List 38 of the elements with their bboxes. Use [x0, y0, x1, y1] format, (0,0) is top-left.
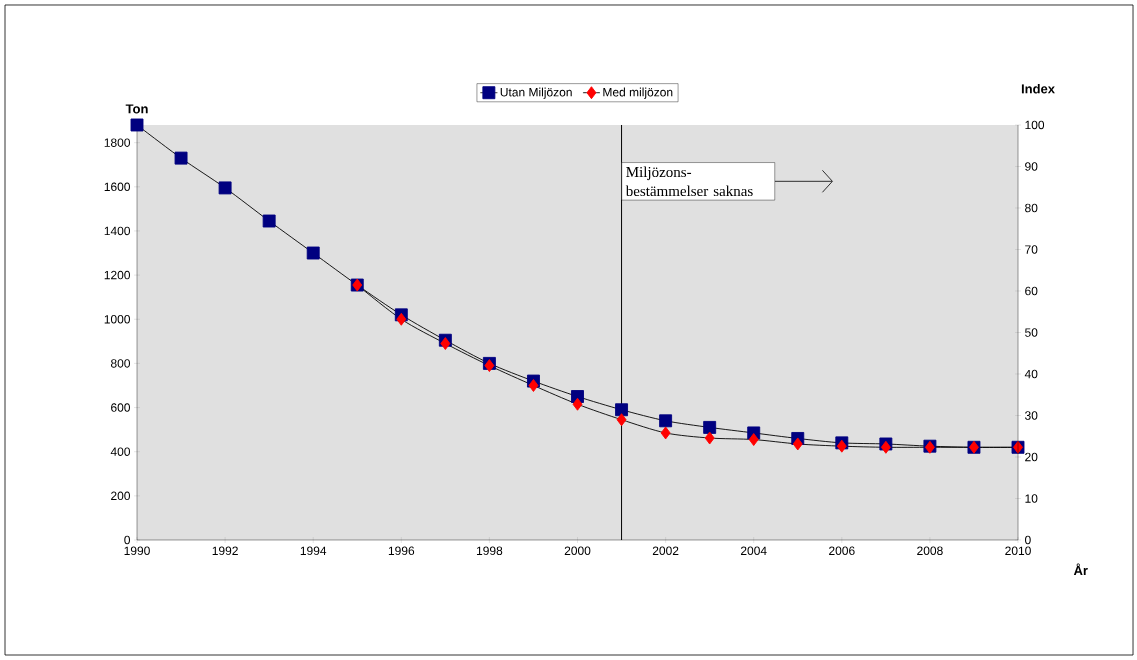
y2-tick-label: 10 [1025, 494, 1038, 503]
y-tick-label: 1600 [104, 182, 131, 192]
x-tick-label: 1994 [300, 546, 327, 556]
x-tick-label: 2010 [1005, 546, 1031, 556]
y2-tick-label: 50 [1025, 328, 1038, 337]
y-tick-label: 200 [111, 491, 131, 501]
x-tick-label: 2002 [652, 546, 679, 556]
x-tick-label: 2008 [917, 546, 943, 556]
y2-tick-label: 100 [1025, 120, 1045, 130]
legend-label: Utan Miljözon [500, 87, 572, 99]
ref-line-label: Miljözons-bestämmelser saknas [625, 166, 753, 197]
x-tick-label: 2004 [740, 546, 767, 556]
x-tick-label: 1998 [476, 546, 503, 556]
y2-tick-label: 80 [1025, 203, 1038, 213]
y-tick-label: 1200 [104, 270, 131, 280]
y-axis-title: Ton [125, 104, 148, 114]
x-tick-label: 1990 [124, 546, 150, 556]
y-tick-label: 0 [124, 535, 131, 545]
y2-axis-title: Index [1021, 83, 1055, 94]
legend-label: Med miljözon [603, 87, 673, 99]
y-tick-label: 1000 [104, 315, 131, 324]
x-tick-label: 1996 [388, 546, 415, 556]
x-axis-title: År [1073, 563, 1088, 575]
y-tick-label: 800 [110, 359, 131, 368]
y-tick-label: 600 [111, 403, 131, 412]
y-tick-label: 400 [110, 447, 131, 456]
y2-tick-label: 70 [1025, 245, 1038, 254]
x-tick-label: 2000 [564, 546, 591, 556]
y2-tick-label: 90 [1025, 162, 1038, 171]
y2-tick-label: 20 [1025, 452, 1038, 462]
y-tick-label: 1400 [104, 226, 131, 236]
x-tick-label: 1992 [212, 546, 238, 556]
y2-tick-label: 0 [1025, 535, 1031, 545]
x-tick-label: 2006 [829, 546, 855, 556]
y2-tick-label: 60 [1025, 286, 1038, 296]
y2-tick-label: 30 [1024, 411, 1038, 420]
y-tick-label: 1800 [104, 138, 131, 147]
y2-tick-label: 40 [1024, 369, 1038, 379]
